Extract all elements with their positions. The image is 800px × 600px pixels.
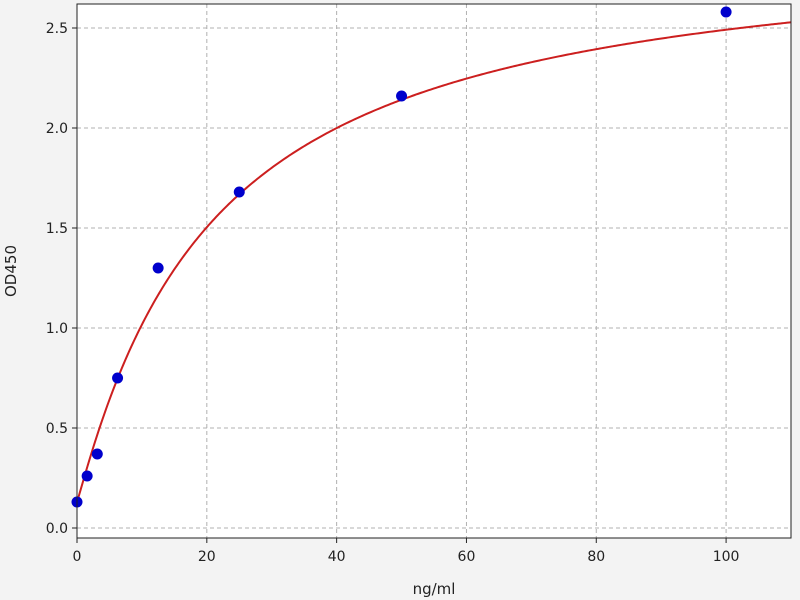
x-tick-label: 100 bbox=[713, 549, 740, 565]
y-axis-label: OD450 bbox=[2, 245, 20, 297]
y-tick-label: 1.5 bbox=[46, 221, 68, 237]
y-tick-label: 0.0 bbox=[46, 521, 68, 537]
x-axis-label: ng/ml bbox=[413, 580, 456, 598]
data-point bbox=[720, 6, 732, 18]
grid-lines bbox=[76, 4, 791, 538]
plot-frame bbox=[76, 3, 792, 539]
y-axis-ticks: 0.0 0.5 1.0 1.5 2.0 2.5 bbox=[46, 21, 77, 537]
y-tick-label: 1.0 bbox=[46, 321, 68, 337]
data-point bbox=[112, 372, 124, 384]
x-tick-label: 0 bbox=[73, 549, 82, 565]
x-tick-label: 20 bbox=[198, 549, 216, 565]
fit-curve-line bbox=[76, 21, 792, 503]
fit-curve-layer bbox=[76, 21, 792, 503]
data-point bbox=[233, 186, 245, 198]
data-point bbox=[81, 470, 93, 482]
x-axis-ticks: 0 20 40 60 80 100 bbox=[73, 538, 740, 565]
data-point bbox=[396, 90, 408, 102]
data-point bbox=[91, 448, 103, 460]
x-tick-label: 40 bbox=[328, 549, 346, 565]
x-tick-label: 80 bbox=[587, 549, 605, 565]
y-tick-label: 2.5 bbox=[46, 21, 68, 37]
x-tick-label: 60 bbox=[458, 549, 476, 565]
data-point bbox=[152, 262, 164, 274]
plot-area bbox=[77, 4, 791, 538]
y-tick-label: 2.0 bbox=[46, 121, 68, 137]
y-tick-label: 0.5 bbox=[46, 421, 68, 437]
